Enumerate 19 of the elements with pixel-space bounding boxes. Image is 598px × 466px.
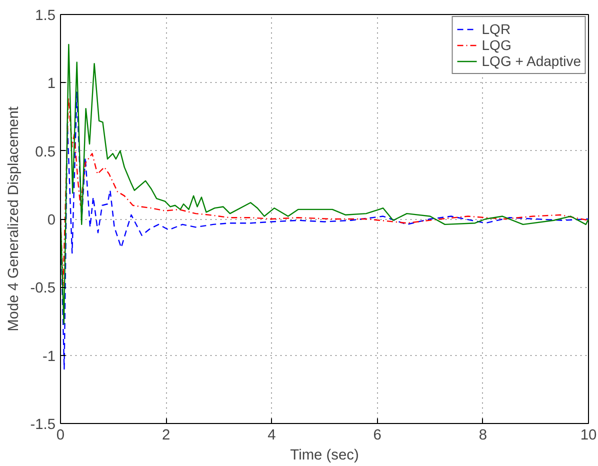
y-tick-label: 1 bbox=[47, 76, 56, 92]
line-series bbox=[60, 97, 588, 286]
legend-label: LQR bbox=[482, 21, 511, 37]
y-axis-title: Mode 4 Generalized Displacement bbox=[6, 106, 22, 332]
legend-label: LQG bbox=[482, 37, 512, 53]
x-tick-label: 4 bbox=[268, 428, 276, 444]
y-tick-label: 1.5 bbox=[35, 8, 56, 24]
y-tick-label: 0 bbox=[47, 212, 56, 228]
y-tick-label: -1.5 bbox=[30, 417, 56, 433]
x-tick-label: 8 bbox=[478, 428, 487, 444]
legend-label: LQG + Adaptive bbox=[482, 53, 581, 69]
x-tick-label: 6 bbox=[373, 428, 382, 444]
y-tick-label: 0.5 bbox=[35, 144, 56, 160]
line-series bbox=[60, 92, 588, 370]
y-tick-label: -0.5 bbox=[30, 280, 56, 297]
y-tick-label: -1 bbox=[42, 348, 56, 365]
x-tick-label: 10 bbox=[580, 428, 597, 444]
x-tick-label: 2 bbox=[162, 428, 170, 444]
x-axis-title: Time (sec) bbox=[290, 448, 359, 464]
